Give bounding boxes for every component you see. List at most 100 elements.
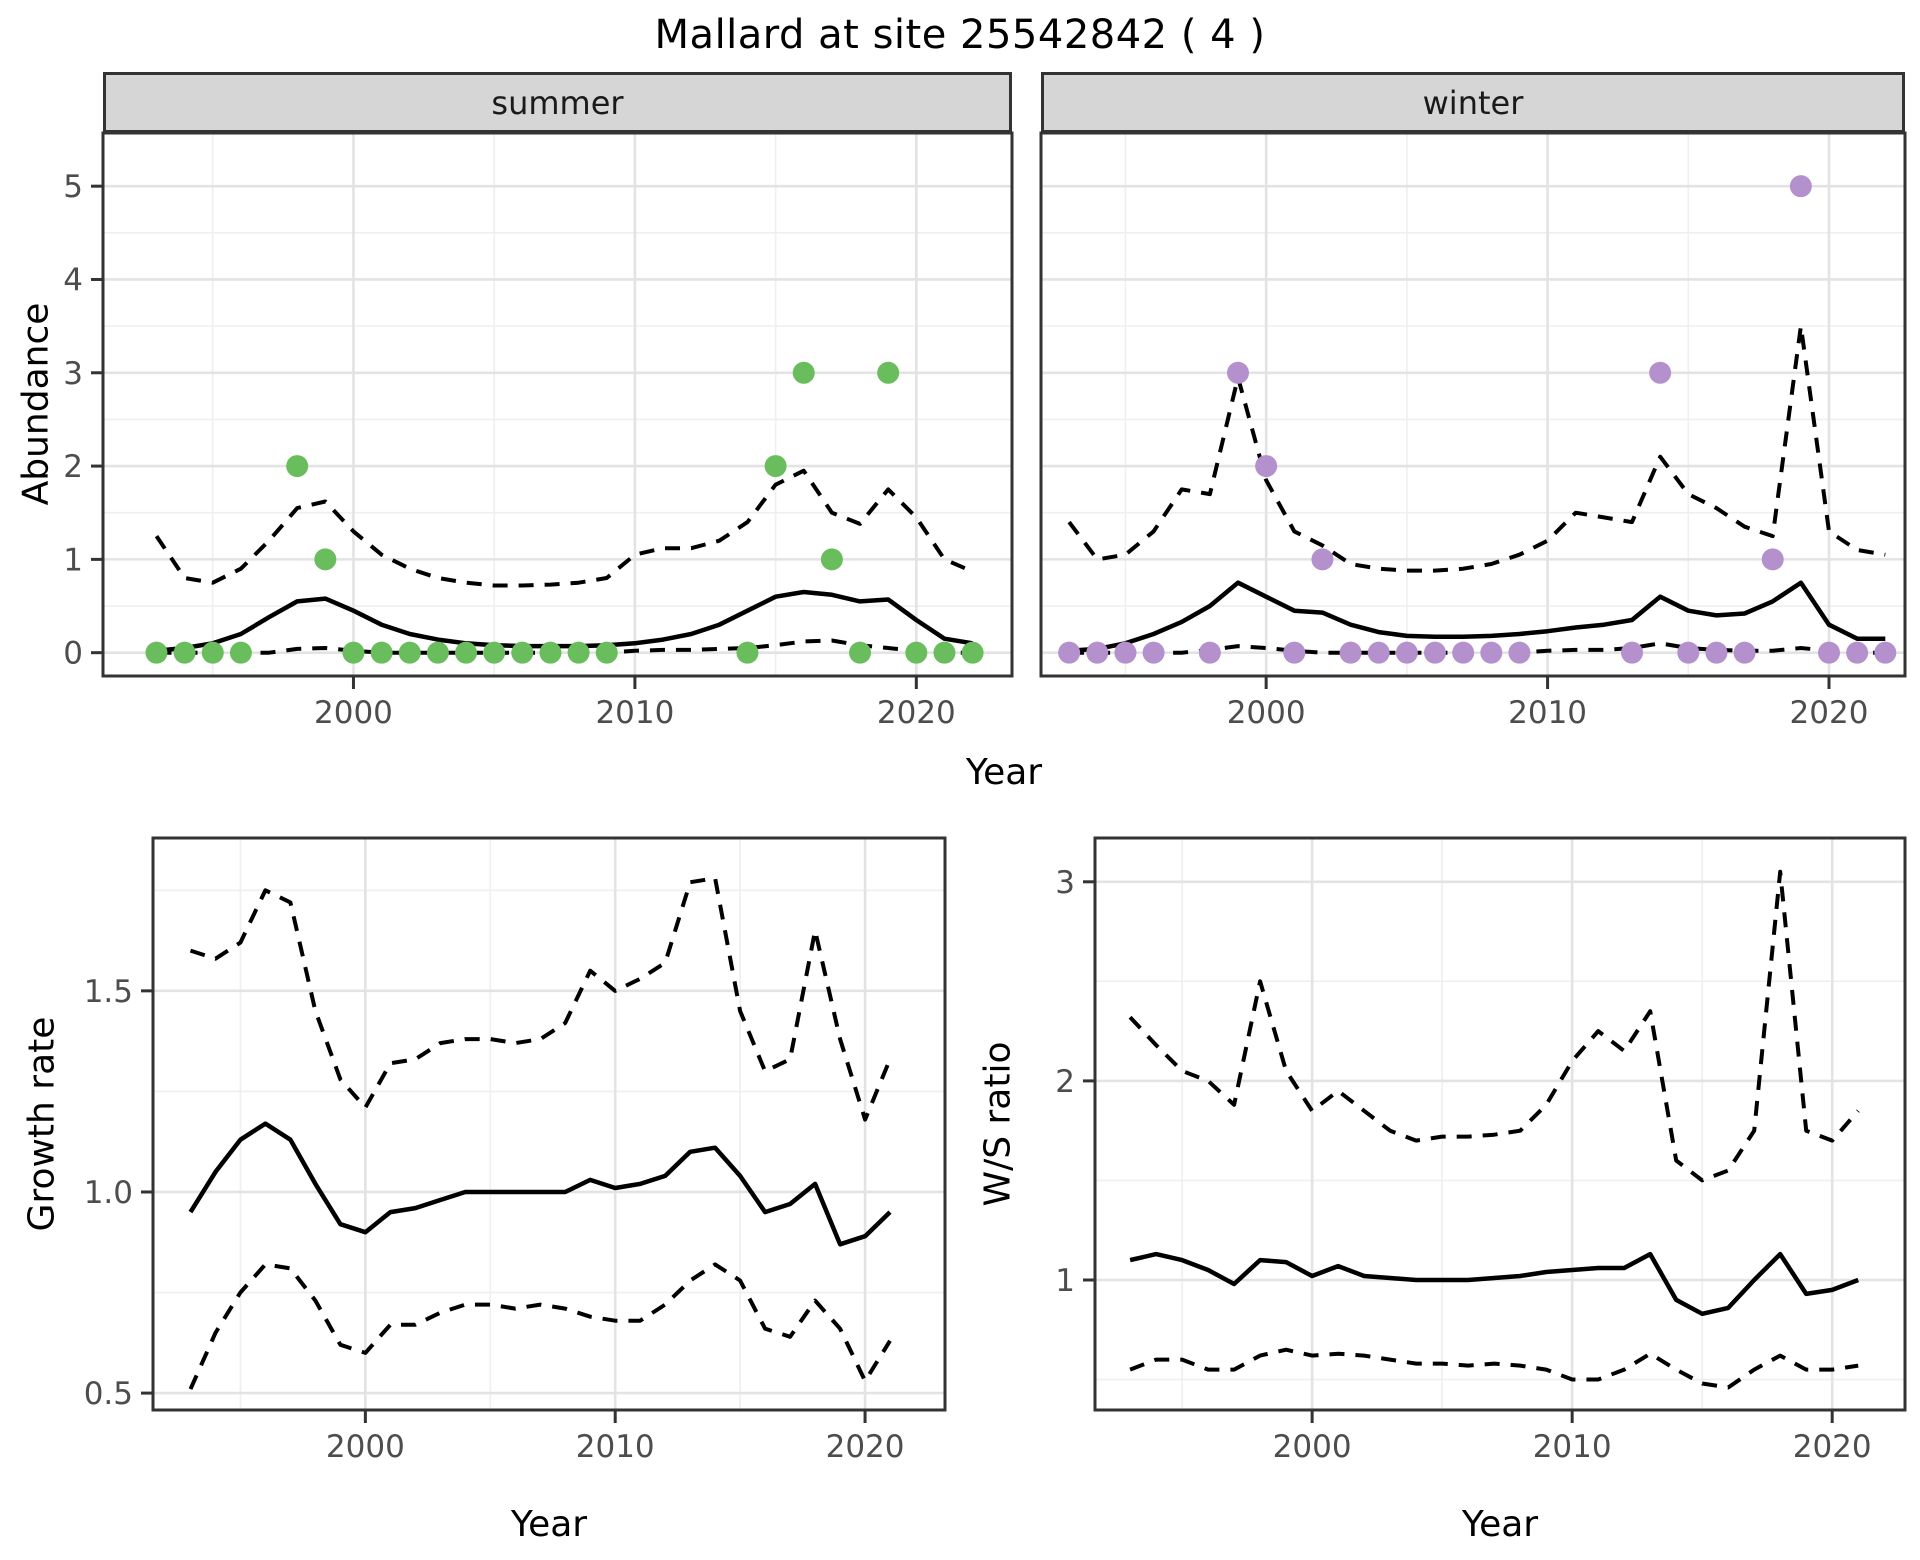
observation-points: [145, 361, 984, 664]
observation-dot: [1789, 175, 1812, 198]
facet-strip-summer: summer: [103, 72, 1012, 133]
facet-strip-summer-label: summer: [491, 83, 624, 122]
y-tick-label: 3: [63, 356, 83, 392]
observation-dot: [961, 641, 984, 664]
x-tick-label: 2010: [1508, 695, 1587, 731]
observation-dot: [1452, 641, 1475, 664]
observation-points: [1058, 175, 1897, 664]
observation-dot: [849, 641, 872, 664]
observation-dot: [820, 548, 843, 571]
observation-dot: [370, 641, 393, 664]
observation-dot: [764, 455, 787, 478]
growth-rate-axis-title: Growth rate: [21, 1016, 63, 1232]
observation-dot: [1086, 641, 1109, 664]
observation-dot: [905, 641, 928, 664]
observation-dot: [455, 641, 478, 664]
observation-dot: [1283, 641, 1306, 664]
observation-dot: [342, 641, 365, 664]
x-tick-label: 2000: [1273, 1429, 1352, 1465]
observation-dot: [1677, 641, 1700, 664]
panel-background: [1095, 838, 1905, 1410]
facet-strip-winter-label: winter: [1422, 83, 1524, 122]
x-tick-label: 2010: [595, 695, 674, 731]
observation-dot: [314, 548, 337, 571]
ws-ratio-axis-title: W/S ratio: [977, 1041, 1019, 1207]
facet-strip-winter: winter: [1041, 72, 1905, 133]
y-tick-label: 1: [1055, 1263, 1075, 1299]
lower-ci-line: [188, 1262, 892, 1390]
observation-dot: [933, 641, 956, 664]
summer-abundance-panel: 2000 2010 2020 0 1 2 3 4 5: [63, 131, 1014, 731]
observation-dot: [1395, 641, 1418, 664]
observation-dot: [1142, 641, 1165, 664]
observation-dot: [1367, 641, 1390, 664]
observation-dot: [229, 641, 252, 664]
upper-ci-line: [189, 876, 892, 1122]
observation-dot: [1424, 641, 1447, 664]
y-tick-label: 5: [63, 169, 83, 205]
grid-minor: [1041, 133, 1905, 676]
mean-line: [1068, 580, 1886, 654]
observation-dot: [1255, 455, 1278, 478]
y-tick-label: 3: [1055, 865, 1075, 901]
axis-ticks: 2000 2010 2020: [1227, 677, 1868, 731]
panel-background: [1041, 133, 1905, 676]
panel-background: [153, 838, 945, 1410]
observation-dot: [145, 641, 168, 664]
x-tick-label: 2020: [826, 1429, 905, 1465]
observation-dot: [567, 641, 590, 664]
panel-background: [103, 133, 1012, 676]
observation-dot: [1508, 641, 1531, 664]
observation-dot: [1846, 641, 1869, 664]
mean-line: [188, 1121, 892, 1247]
observation-dot: [1874, 641, 1897, 664]
lower-ci-line: [1129, 1347, 1859, 1390]
observation-dot: [286, 455, 309, 478]
x-tick-label: 2020: [1793, 1429, 1872, 1465]
observation-dot: [1705, 641, 1728, 664]
upper-ci-line: [154, 468, 974, 588]
y-tick-label: 2: [1055, 1064, 1075, 1100]
observation-dot: [398, 641, 421, 664]
observation-dot: [1818, 641, 1841, 664]
growth-rate-panel: 2000 2010 2020 0.5 1.0 1.5: [84, 836, 947, 1465]
x-tick-label: 2010: [1533, 1429, 1612, 1465]
x-tick-label: 2000: [326, 1429, 405, 1465]
axis-ticks: 2000 2010 2020 0 1 2 3 4 5: [63, 169, 956, 731]
axis-ticks: 2000 2010 2020 0.5 1.0 1.5: [84, 974, 905, 1465]
observation-dot: [736, 641, 759, 664]
observation-dot: [426, 641, 449, 664]
observation-dot: [1227, 361, 1250, 384]
observation-dot: [1058, 641, 1081, 664]
observation-dot: [483, 641, 506, 664]
observation-dot: [511, 641, 534, 664]
observation-dot: [1649, 361, 1672, 384]
year-axis-title-top: Year: [965, 752, 1043, 793]
observation-dot: [1114, 641, 1137, 664]
lower-ci-line: [156, 638, 973, 655]
mean-line: [1129, 1251, 1860, 1317]
x-tick-label: 2000: [314, 695, 393, 731]
observation-dot: [1480, 641, 1503, 664]
x-tick-label: 2000: [1227, 695, 1306, 731]
upper-ci-line: [1128, 869, 1860, 1183]
abundance-axis-title: Abundance: [15, 302, 57, 506]
y-tick-label: 4: [63, 262, 83, 298]
panel-border: [1093, 836, 1907, 1412]
observation-dot: [173, 641, 196, 664]
plot-title: Mallard at site 25542842 ( 4 ): [654, 12, 1266, 58]
y-tick-label: 1.5: [84, 974, 133, 1010]
panel-border: [101, 131, 1014, 678]
grid-minor: [103, 133, 1012, 676]
observation-dot: [1733, 641, 1756, 664]
x-tick-label: 2010: [576, 1429, 655, 1465]
observation-dot: [1339, 641, 1362, 664]
y-tick-label: 0: [63, 636, 83, 672]
observation-dot: [1621, 641, 1644, 664]
year-axis-title-bottom-right: Year: [1461, 1504, 1539, 1545]
winter-abundance-panel: 2000 2010 2020: [1039, 131, 1907, 731]
observation-dot: [201, 641, 224, 664]
observation-dot: [792, 361, 815, 384]
